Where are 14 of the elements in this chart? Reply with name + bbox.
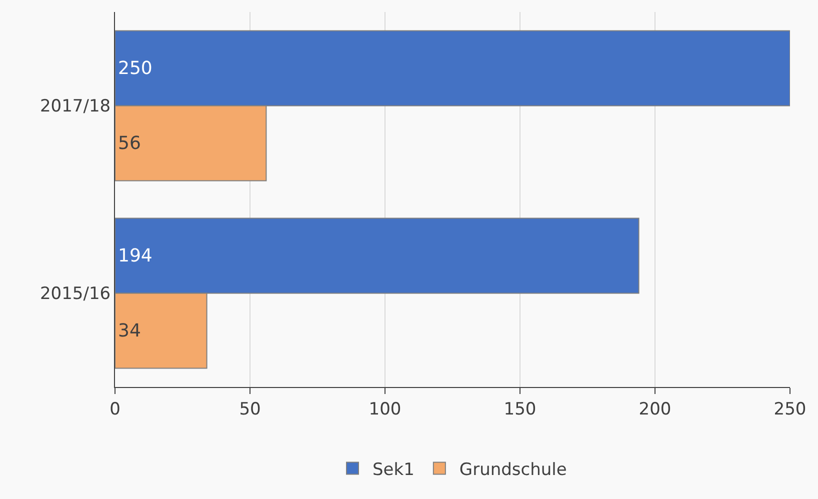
data-label: 250 (118, 58, 152, 79)
legend-label: Sek1 (372, 460, 414, 480)
x-tick-label: 100 (368, 399, 402, 420)
x-tick-label: 250 (774, 399, 806, 420)
x-tick-label: 0 (110, 399, 120, 420)
x-tick-label: 150 (504, 399, 536, 420)
data-label: 34 (118, 320, 141, 342)
legend-label: Grundschule (459, 460, 567, 480)
data-label: 56 (118, 132, 141, 154)
y-tick-label: 2017/18 (40, 96, 111, 117)
x-tick-label: 200 (638, 399, 672, 420)
x-tick-label: 50 (239, 399, 261, 420)
y-tick-label: 2015/16 (40, 284, 111, 304)
data-label: 194 (118, 245, 152, 266)
